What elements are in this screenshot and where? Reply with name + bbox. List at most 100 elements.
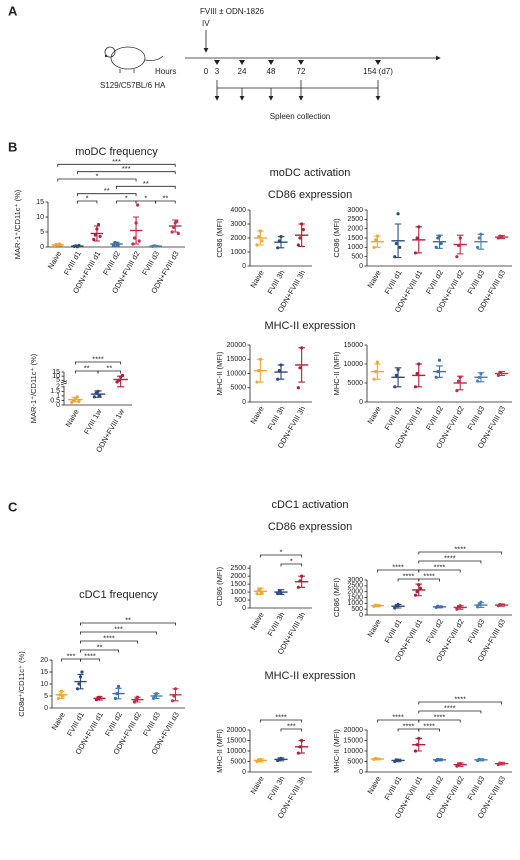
panel-label: C — [8, 499, 18, 514]
data-point — [455, 255, 459, 259]
significance-label: *** — [122, 164, 131, 173]
chart-title: moDC frequency — [75, 146, 158, 158]
y-tick-label: 5000 — [230, 385, 246, 392]
collection-label: Spleen collection — [270, 112, 330, 121]
y-tick-label: 10000 — [227, 370, 247, 377]
significance-label: * — [125, 193, 128, 202]
y-tick-label: 0 — [359, 399, 363, 406]
significance-label: **** — [423, 721, 435, 730]
y-tick-label: 20 — [40, 657, 48, 664]
y-tick-label: 10 — [40, 681, 48, 688]
significance-label: **** — [84, 651, 96, 660]
x-tick-label: Naive — [248, 610, 265, 631]
y-tick-label: 2000 — [347, 226, 363, 233]
significance-bracket — [76, 200, 98, 204]
data-point — [375, 360, 379, 364]
x-tick-label: FVIII d2 — [424, 268, 445, 295]
y-tick-label: 15000 — [344, 342, 364, 349]
significance-label: * — [290, 556, 293, 565]
significance-label: ** — [106, 363, 112, 372]
y-axis-label: MHC-II (MFI) — [332, 729, 341, 773]
y-axis-label: MAR-1⁺/CD11c⁺ (%) — [29, 353, 38, 423]
data-point — [477, 236, 481, 240]
treatment-label: FVIII ± ODN-1826 — [200, 7, 265, 16]
x-tick-label: FVIII d2 — [101, 249, 122, 276]
significance-bracket — [80, 658, 100, 662]
y-tick-label: 5000 — [230, 758, 246, 765]
x-tick-label: FVIII d1 — [383, 774, 404, 801]
x-tick-label: Naive — [63, 407, 80, 428]
y-tick-label: 10000 — [227, 748, 247, 755]
data-point — [394, 242, 399, 246]
y-tick-label: 15 — [36, 199, 44, 206]
y-tick-label: 1 — [56, 393, 60, 400]
data-point — [398, 245, 402, 249]
y-tick-label: 2 — [56, 384, 60, 391]
significance-bracket — [418, 578, 440, 582]
data-point — [298, 366, 302, 370]
x-tick-label: FVIII d1 — [383, 268, 404, 295]
y-tick-label: 20000 — [227, 727, 247, 734]
significance-bracket — [418, 710, 482, 714]
data-point — [260, 591, 264, 595]
significance-bracket — [76, 193, 137, 197]
panel-label: A — [8, 3, 18, 18]
data-point — [98, 394, 102, 398]
significance-label: **** — [423, 571, 435, 580]
y-tick-label: 0.5 — [50, 397, 60, 404]
data-point — [296, 386, 300, 390]
y-tick-label: 20000 — [344, 727, 364, 734]
significance-label: * — [86, 193, 89, 202]
significance-label: *** — [114, 624, 123, 633]
significance-label: * — [144, 193, 147, 202]
significance-bracket — [97, 370, 122, 374]
time-label: 48 — [267, 67, 276, 76]
y-tick-label: 15000 — [227, 356, 247, 363]
data-point — [98, 234, 102, 239]
data-point — [394, 373, 399, 377]
section-title: cDC1 activation — [271, 499, 348, 511]
significance-bracket — [155, 200, 176, 204]
significance-label: **** — [392, 712, 404, 721]
y-tick-label: 1000 — [347, 244, 363, 251]
chart-title: cDC1 frequency — [79, 589, 158, 601]
significance-label: **** — [434, 712, 446, 721]
significance-label: **** — [92, 354, 104, 363]
x-tick-label: FVIII 3h — [266, 268, 287, 295]
section-title: CD86 expression — [268, 189, 352, 201]
y-tick-label: 10000 — [344, 748, 364, 755]
strain-label: S129/C57BL/6 HA — [100, 81, 166, 90]
y-tick-label: 15000 — [344, 737, 364, 744]
significance-label: ** — [163, 193, 169, 202]
collection-arrows — [214, 80, 381, 101]
y-axis-label: CD86 (MFI) — [332, 577, 341, 617]
x-tick-label: FVIII d1 — [383, 404, 404, 431]
x-tick-label: FVIII d1 — [383, 617, 404, 644]
significance-label: *** — [67, 651, 76, 660]
data-point — [476, 245, 480, 249]
significance-bracket — [418, 551, 503, 555]
data-point — [298, 236, 302, 240]
y-tick-label: 3000 — [347, 577, 363, 584]
y-tick-label: 0 — [359, 612, 363, 619]
data-point — [415, 371, 419, 376]
y-tick-label: 1500 — [230, 581, 246, 588]
time-label: 0 — [204, 67, 209, 76]
time-label: 154 (d7) — [363, 67, 393, 76]
y-tick-label: 5000 — [347, 380, 363, 387]
route-label: IV — [202, 19, 210, 28]
x-tick-label: FVIII 3h — [266, 610, 287, 637]
y-tick-label: 500 — [234, 597, 246, 604]
significance-bracket — [57, 163, 176, 167]
significance-bracket — [116, 185, 176, 189]
significance-label: ** — [97, 642, 103, 651]
data-point — [80, 670, 84, 674]
significance-label: **** — [454, 544, 466, 553]
x-tick-label: Naive — [365, 774, 382, 795]
x-tick-label: Naive — [365, 617, 382, 638]
significance-label: **** — [103, 633, 115, 642]
section-title: MHC-II expression — [264, 320, 355, 332]
y-tick-label: 2000 — [230, 573, 246, 580]
significance-bracket — [280, 728, 303, 732]
data-point — [136, 203, 140, 207]
